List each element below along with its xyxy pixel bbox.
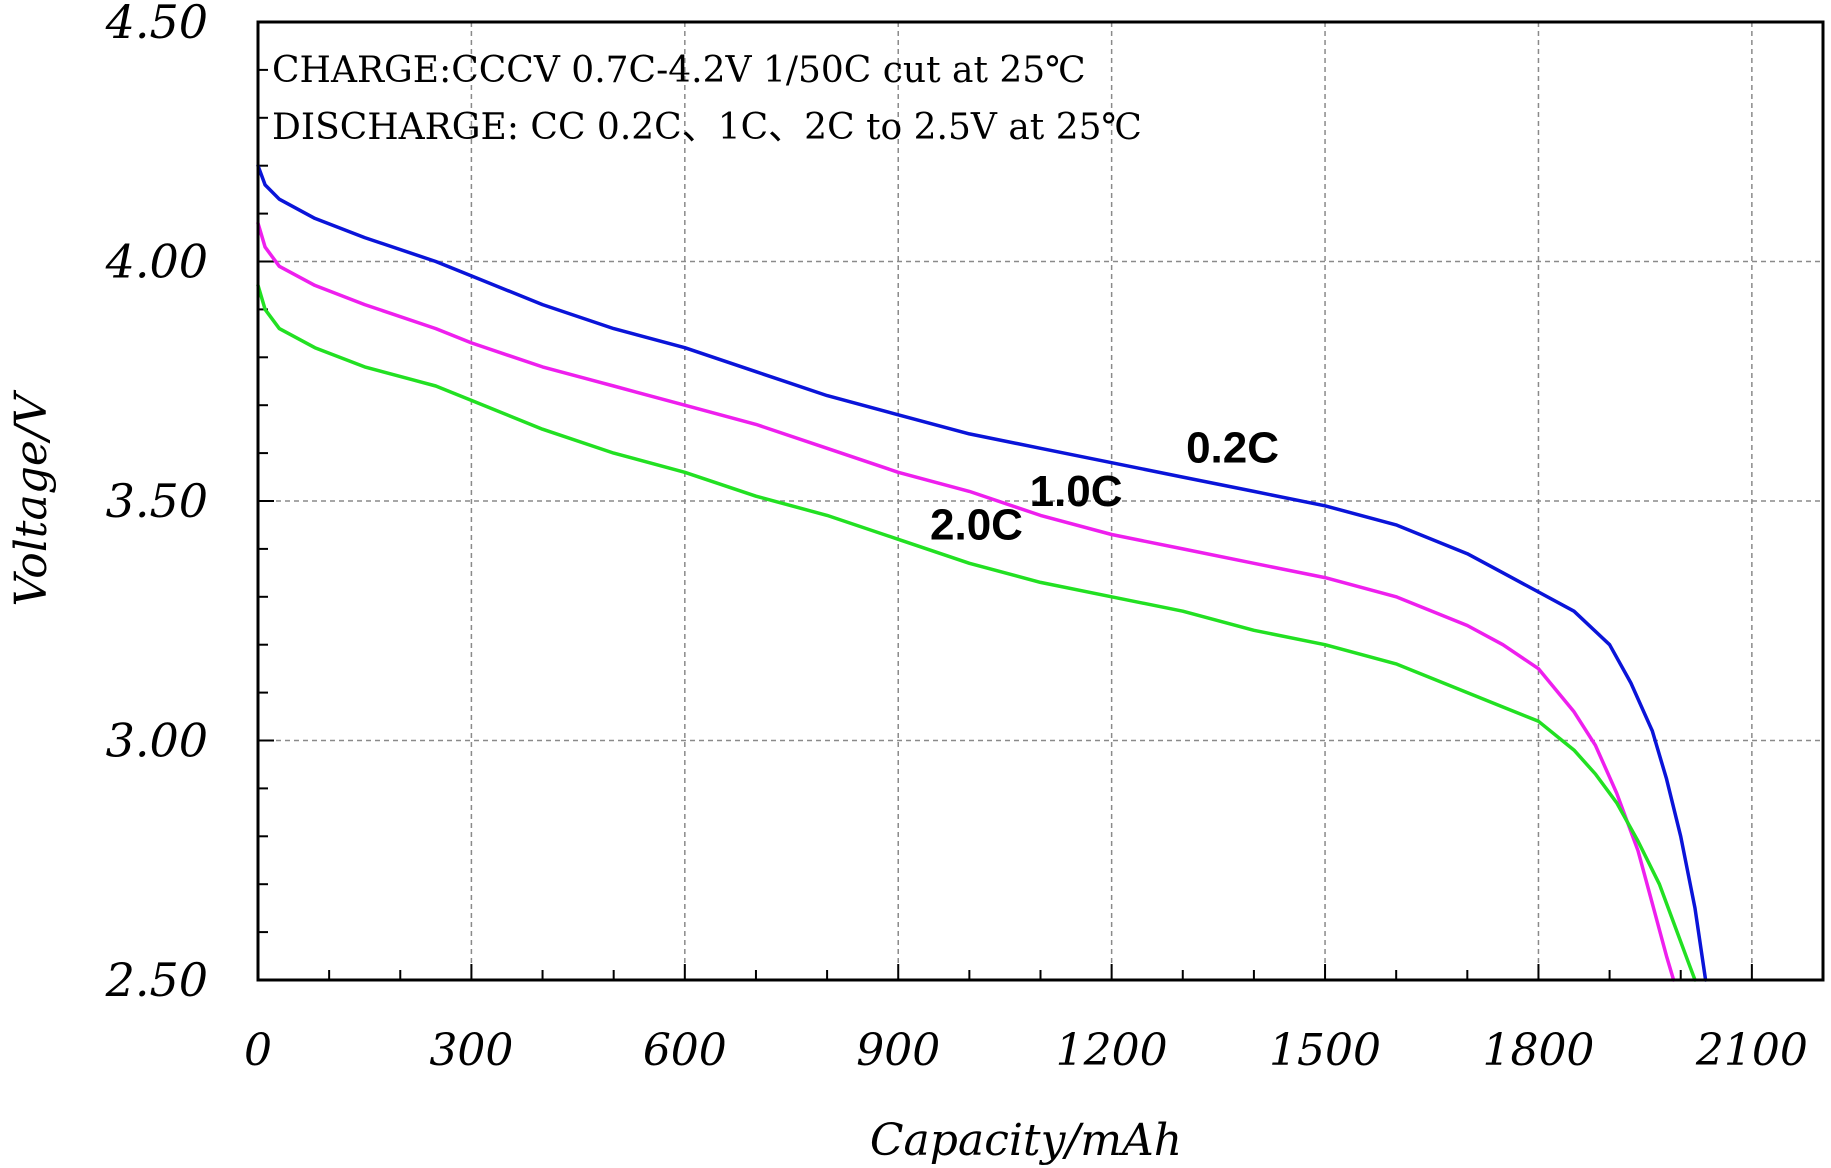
series-label: 0.2C: [1186, 424, 1279, 473]
y-tick-label: 3.50: [106, 474, 208, 528]
y-tick-label: 3.00: [106, 714, 208, 768]
plot-frame: [256, 20, 1825, 982]
series-line-1-0C: [256, 221, 1676, 982]
x-tick-label: 0: [244, 1025, 272, 1076]
x-tick-label: 1500: [1269, 1025, 1381, 1076]
y-tick-label: 4.50: [105, 0, 208, 49]
y-tick-label: 2.50: [105, 953, 208, 1007]
series-lines: [256, 163, 1708, 982]
x-tick-label: 900: [856, 1025, 940, 1076]
x-tick-label: 2100: [1695, 1025, 1808, 1076]
condition-notes: CHARGE:CCCV 0.7C-4.2V 1/50C cut at 25℃ DI…: [272, 50, 1142, 148]
x-axis-title: Capacity/mAh: [870, 1115, 1182, 1166]
x-tick-label: 1800: [1482, 1025, 1594, 1076]
series-line-2-0C: [256, 283, 1697, 982]
series-label: 2.0C: [930, 500, 1023, 549]
grid-lines: [258, 22, 1823, 980]
x-tick-labels: 0 300 600 900 1200 1500 1800 2100: [244, 1025, 1808, 1076]
y-tick-labels: 2.50 3.00 3.50 4.00 4.50: [105, 0, 208, 1007]
y-tick-label: 4.00: [105, 235, 208, 289]
x-tick-label: 1200: [1056, 1025, 1168, 1076]
condition-note: DISCHARGE: CC 0.2C、1C、2C to 2.5V at 25℃: [272, 107, 1142, 148]
series-labels: 0.2C 1.0C2.0C: [930, 424, 1279, 550]
y-axis-title: Voltage/V: [6, 389, 57, 606]
x-tick-label: 600: [643, 1025, 727, 1076]
condition-note: CHARGE:CCCV 0.7C-4.2V 1/50C cut at 25℃: [272, 50, 1085, 91]
series-line-0-2C: [256, 163, 1708, 982]
x-tick-label: 300: [429, 1025, 513, 1076]
series-label: 1.0C: [1030, 467, 1123, 516]
